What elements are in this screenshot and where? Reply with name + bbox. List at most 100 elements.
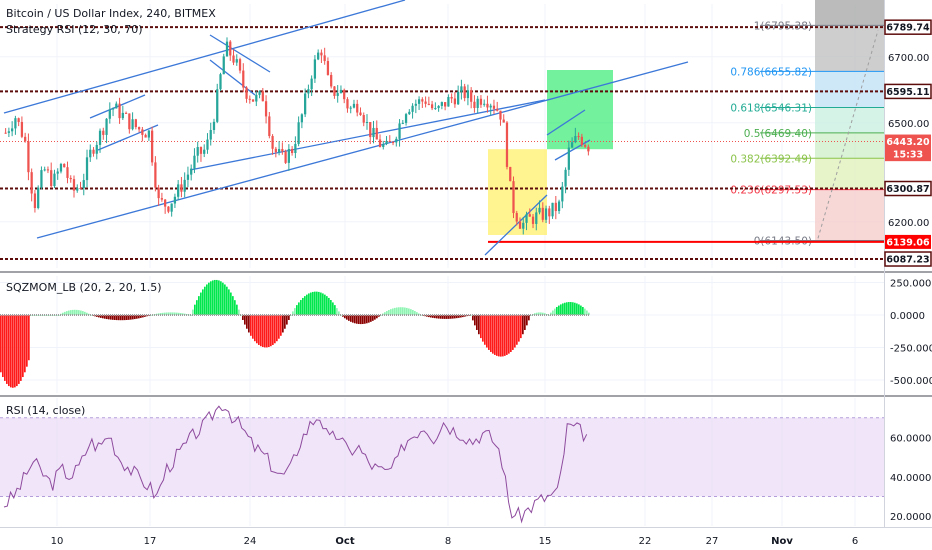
sqz-dot [428, 314, 429, 316]
sqz-axis[interactable]: 250.0000 0.0000 -250.0000 -500.0000 [890, 279, 932, 388]
sqz-bar [578, 304, 580, 315]
sqz-dot [386, 314, 387, 316]
sqz-dot [92, 314, 93, 316]
sqz-bar [70, 310, 72, 315]
time-tick: 6 [852, 536, 858, 547]
sqz-bar [316, 291, 318, 315]
sqz-bar [192, 309, 194, 315]
sqz-dot [582, 314, 583, 316]
rsi-line [3, 405, 588, 524]
sqz-dot [550, 314, 551, 316]
candle-body [496, 108, 499, 111]
sqz-bar [218, 280, 220, 315]
time-tick: 15 [539, 536, 552, 547]
sqz-dot [86, 314, 87, 316]
fib-label: 0.382(6392.49) [730, 153, 812, 165]
sqz-bar [24, 315, 26, 373]
sqz-dot [54, 314, 55, 316]
price-pane[interactable] [0, 0, 884, 271]
candle-body [317, 52, 320, 60]
sqz-bar [516, 315, 518, 345]
sqz-pane[interactable] [0, 273, 884, 395]
sqz-dot [344, 314, 345, 316]
sqz-dot [284, 314, 285, 316]
sqz-dot [208, 314, 209, 316]
sqz-dot [580, 314, 581, 316]
sqz-dot [450, 314, 451, 316]
sqz-dot [256, 314, 257, 316]
trend-channel[interactable] [3, 0, 689, 256]
sqz-dot [2, 314, 3, 316]
price-tick: 6200.00 [888, 218, 929, 229]
trend-line [189, 99, 546, 171]
sqz-dot [298, 314, 299, 316]
price-axis[interactable]: 6700.006500.006200.0066789.746595.116443… [884, 19, 932, 267]
candle-body [313, 59, 317, 79]
candle-body [330, 74, 333, 87]
candle-body [557, 201, 561, 212]
candle-body [154, 162, 157, 188]
sqz-dot [4, 314, 5, 316]
sqz-dot [540, 314, 541, 316]
rsi-axis[interactable]: 60.0000 40.0000 20.0000 [890, 433, 931, 523]
sqz-bar [270, 315, 272, 347]
range-boxes[interactable] [488, 70, 613, 235]
rsi-title[interactable]: RSI (14, close) [6, 404, 85, 417]
price-tag [885, 134, 931, 149]
sqz-bar [444, 315, 446, 319]
sqz-bar [572, 302, 574, 315]
sqz-bar [388, 310, 390, 315]
strategy-title[interactable]: Strategy RSI (12, 30, 70) [6, 23, 143, 36]
sqz-dot [364, 314, 365, 316]
sqz-dot [380, 314, 381, 316]
sqz-bar [324, 294, 326, 315]
candle-body [82, 180, 85, 189]
candle-body [580, 136, 583, 145]
sqz-dot [476, 314, 477, 316]
range-box [488, 149, 547, 235]
sqz-bar [498, 315, 500, 357]
sqz-dot [178, 314, 179, 316]
sqz-bar [518, 315, 520, 342]
sqz-bar [22, 315, 24, 378]
sqz-dot [166, 314, 167, 316]
sqz-bar [406, 307, 408, 315]
sqz-dot [572, 314, 573, 316]
sqz-bar [284, 315, 286, 329]
sqz-bar [164, 312, 166, 315]
sqz-dot [192, 314, 193, 316]
candle-body [53, 173, 56, 187]
sqz-dot [556, 314, 557, 316]
sqz-bar [174, 312, 176, 315]
sqz-title[interactable]: SQZMOM_LB (20, 2, 20, 1.5) [6, 281, 162, 294]
sqz-dot [274, 314, 275, 316]
sqz-dot [502, 314, 503, 316]
target-box [547, 70, 613, 150]
sqz-dot [336, 314, 337, 316]
sqz-dot [396, 314, 397, 316]
sqz-bar [326, 296, 328, 315]
sqz-dot [232, 314, 233, 316]
sqz-dot [190, 314, 191, 316]
candle-body [512, 181, 515, 214]
sqz-bar [26, 315, 28, 367]
candle-body [290, 148, 294, 154]
sqz-bar [116, 315, 118, 321]
horizontal-levels[interactable] [0, 26, 884, 261]
sqz-dot [528, 314, 529, 316]
symbol-title[interactable]: Bitcoin / US Dollar Index, 240, BITMEX [6, 7, 216, 20]
sqz-dot [28, 314, 29, 316]
candle-body [567, 147, 570, 170]
sqz-dot [490, 314, 491, 316]
sqz-dot [104, 314, 105, 316]
sqz-bar [584, 308, 586, 315]
candle-body [492, 105, 496, 109]
sqz-dot [130, 314, 131, 316]
candle-body [570, 142, 574, 148]
sqz-bar [130, 315, 132, 320]
sqz-dot [242, 314, 243, 316]
sqz-dot [544, 314, 545, 316]
sqz-dot [472, 314, 473, 316]
time-axis[interactable]: 10 17 24 Oct 8 15 22 27 Nov 6 [51, 536, 859, 547]
sqz-bar [440, 315, 442, 319]
